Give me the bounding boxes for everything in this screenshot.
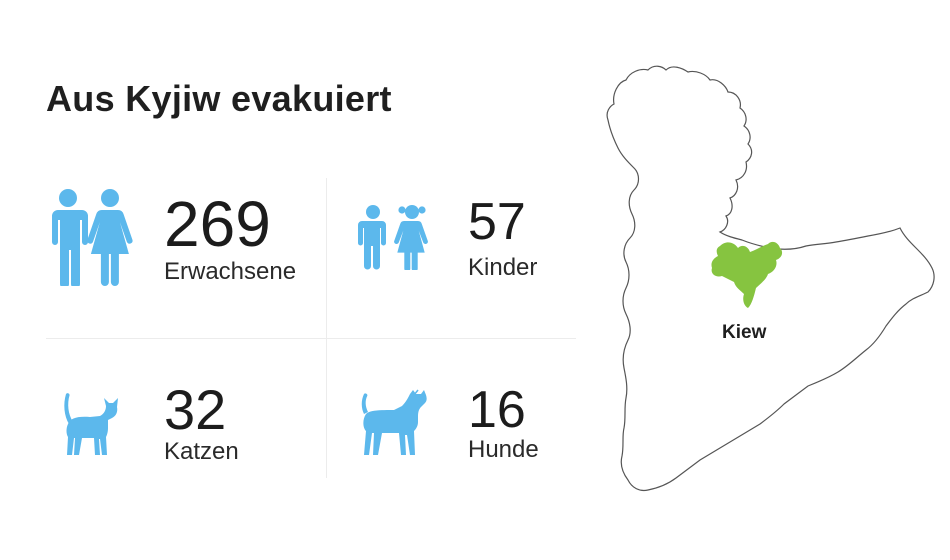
city-label: Kiew — [722, 322, 767, 343]
page-title: Aus Kyjiw evakuiert — [46, 78, 392, 119]
stat-label: Kinder — [468, 254, 538, 281]
cat-icon — [60, 390, 120, 456]
city-shape-kiew — [711, 241, 783, 308]
stat-label: Hunde — [468, 436, 539, 463]
stat-value: 269 — [164, 188, 271, 260]
region-outline — [606, 65, 935, 492]
grid-divider-horizontal — [46, 338, 576, 339]
stat-label: Katzen — [164, 438, 239, 465]
grid-divider-vertical — [326, 178, 327, 478]
children-icon — [358, 204, 430, 270]
adults-icon — [46, 188, 134, 286]
stat-value: 16 — [468, 381, 526, 439]
stat-value: 32 — [164, 378, 227, 441]
stat-value: 57 — [468, 193, 526, 251]
stat-label: Erwachsene — [164, 258, 297, 285]
dog-icon — [358, 388, 430, 458]
region-map — [606, 65, 935, 492]
